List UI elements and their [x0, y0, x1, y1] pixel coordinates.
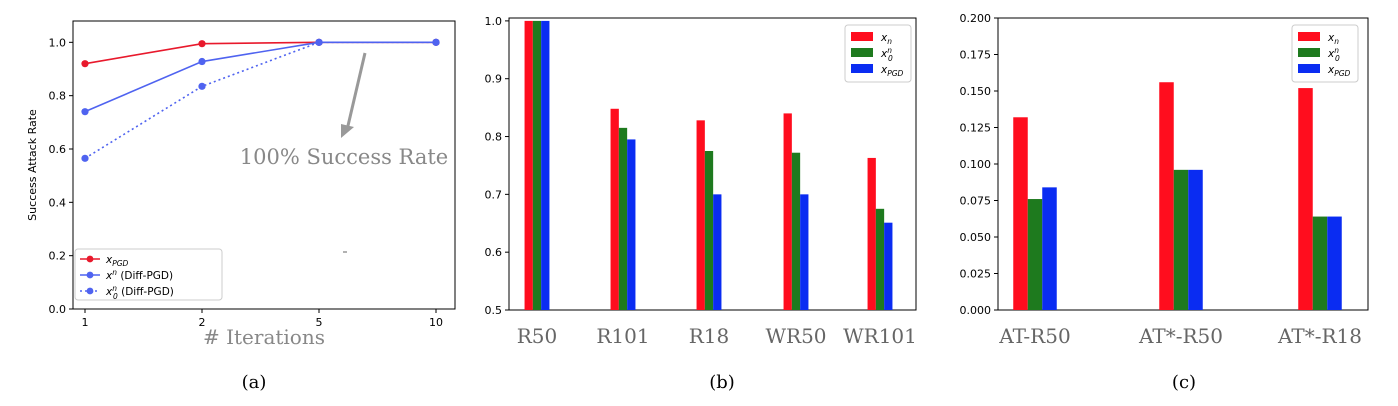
legend-swatch-c: [1298, 48, 1320, 57]
bar-b: [524, 20, 533, 311]
y-tick-label-c: 0.025: [960, 268, 992, 281]
legend-marker-a: [86, 287, 94, 295]
bar-b: [610, 108, 619, 310]
bar-c: [1173, 169, 1189, 310]
annotation-arrow-head: [341, 124, 354, 138]
y-tick-label-b: 0.8: [485, 131, 503, 144]
annotation-text: 100% Success Rate: [240, 145, 448, 169]
y-tick-label-b: 1.0: [485, 15, 503, 28]
y-tick-label-c: 0.100: [960, 158, 992, 171]
bar-c: [1327, 216, 1342, 310]
data-point-a: [81, 108, 89, 116]
legend-label-c: xn: [1327, 32, 1339, 46]
y-tick-label-a: 0.2: [49, 250, 67, 263]
bar-b: [875, 208, 885, 310]
bar-c: [1027, 199, 1043, 310]
y-tick-label-a: 0.8: [49, 90, 67, 103]
bar-b: [791, 152, 801, 310]
y-tick-label-c: 0.150: [960, 85, 992, 98]
x-tick-label-a: 10: [429, 316, 443, 329]
bar-c: [1042, 187, 1057, 310]
bar-b: [800, 194, 809, 310]
bar-c: [1188, 169, 1203, 310]
bar-c: [1159, 82, 1174, 311]
y-tick-label-a: 0.6: [49, 143, 67, 156]
legend-label-a: xn 0 (Diff-PGD): [105, 284, 174, 301]
legend-label-b: xPGD: [880, 64, 904, 78]
legend-label-b: xn 0: [880, 46, 893, 63]
data-point-a: [81, 60, 89, 68]
bar-b: [704, 150, 714, 310]
legend-marker-a: [86, 255, 94, 263]
legend-label-b: xn: [880, 32, 892, 46]
x-tick-label-c: AT-R50: [998, 324, 1070, 348]
y-tick-label-c: 0.000: [960, 304, 992, 317]
y-tick-label-a: 1.0: [49, 36, 67, 49]
legend-a: [74, 248, 223, 301]
series-line-a-1: [84, 41, 436, 113]
caption-b: (b): [709, 372, 735, 393]
bar-b: [627, 139, 636, 310]
series-line-a-2: [84, 41, 436, 160]
data-point-a: [198, 40, 206, 48]
y-tick-label-c: 0.200: [960, 12, 992, 25]
y-tick-label-b: 0.9: [485, 73, 503, 86]
bar-b: [696, 120, 705, 311]
data-point-a: [81, 154, 89, 162]
legend-swatch-b: [851, 48, 873, 57]
data-point-a: [432, 38, 440, 46]
y-tick-label-c: 0.125: [960, 122, 992, 135]
y-tick-label-b: 0.7: [485, 188, 503, 201]
y-tick-label-c: 0.075: [960, 195, 992, 208]
caption-c: (c): [1172, 372, 1196, 393]
data-point-a: [198, 82, 206, 90]
legend-swatch-b: [851, 32, 873, 41]
legend-label-a: xPGD: [105, 254, 129, 268]
x-axis-label-a: # Iterations: [203, 325, 325, 349]
bar-b: [867, 157, 876, 310]
y-tick-label-c: 0.050: [960, 231, 992, 244]
bar-b: [541, 20, 550, 311]
y-tick-label-b: 0.5: [485, 304, 503, 317]
y-axis-label-a: Success Attack Rate: [26, 109, 39, 221]
x-tick-label-a: 5: [316, 316, 323, 329]
y-tick-label-a: 0.4: [49, 196, 67, 209]
x-tick-label-b: R50: [517, 324, 558, 348]
legend-label-c: xPGD: [1327, 64, 1351, 78]
bar-b: [713, 194, 722, 310]
axes-a: [72, 20, 456, 310]
data-point-a: [315, 38, 323, 46]
x-tick-label-a: 2: [199, 316, 206, 329]
bar-b: [783, 113, 792, 310]
caption-a: (a): [242, 372, 267, 393]
data-point-a: [198, 57, 206, 66]
x-tick-label-b: R18: [689, 324, 730, 348]
bar-c: [1298, 88, 1313, 310]
bar-c: [1312, 216, 1328, 310]
x-tick-label-c: AT*-R50: [1138, 324, 1223, 348]
legend-label-a: xn (Diff-PGD): [105, 268, 173, 282]
x-tick-label-c: AT*-R18: [1277, 324, 1362, 348]
bar-b: [618, 127, 628, 310]
y-tick-label-c: 0.175: [960, 49, 992, 62]
x-tick-label-a: 1: [82, 316, 89, 329]
x-tick-label-b: R101: [596, 324, 649, 348]
legend-marker-a: [86, 271, 94, 279]
bar-b: [884, 222, 893, 310]
legend-swatch-c: [1298, 64, 1320, 73]
legend-label-c: xn 0: [1327, 46, 1340, 63]
legend-swatch-c: [1298, 32, 1320, 41]
legend-swatch-b: [851, 64, 873, 73]
x-tick-label-b: WR101: [843, 324, 917, 348]
bar-c: [1013, 117, 1028, 310]
annotation-arrow: [345, 52, 367, 131]
y-tick-label-b: 0.6: [485, 246, 503, 259]
x-tick-label-b: WR50: [765, 324, 826, 348]
y-tick-label-a: 0.0: [49, 303, 67, 316]
series-line-a-0: [84, 41, 436, 65]
bar-b: [532, 20, 542, 311]
